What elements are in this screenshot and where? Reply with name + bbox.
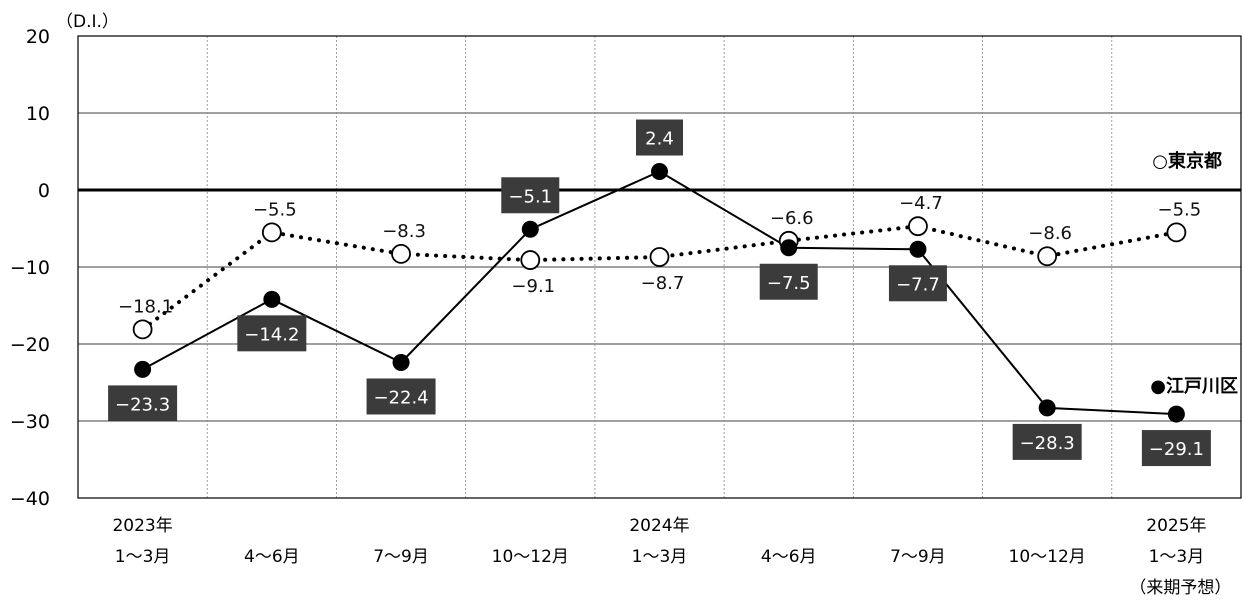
data-label-tokyo: −6.6: [770, 208, 814, 229]
data-label-tokyo: −9.1: [511, 276, 555, 297]
point-edogawa: [780, 239, 798, 257]
x-year-label: 2025年: [1146, 516, 1206, 536]
y-tick-label: 20: [26, 26, 50, 48]
data-label-layer: −18.1 −5.5 −8.3 −9.1 −8.7 −6.6 −4.7 −8.6 −5.5 −23…: [108, 119, 1211, 467]
data-label-edogawa: 2.4: [645, 129, 674, 150]
point-edogawa: [521, 220, 539, 238]
legend-tokyo: ○東京都: [1152, 150, 1222, 172]
x-period-label: 10～12月: [492, 547, 569, 567]
y-tick-label: 10: [26, 103, 50, 125]
point-edogawa: [1038, 399, 1056, 417]
point-tokyo: [261, 222, 282, 243]
point-tokyo: [908, 216, 928, 237]
point-edogawa: [392, 353, 410, 371]
point-edogawa: [134, 360, 152, 378]
x-period-label: 7～9月: [373, 547, 429, 567]
plot-frame: [77, 35, 1242, 499]
data-label-edogawa: −22.4: [373, 387, 428, 408]
data-label-edogawa: −14.2: [244, 324, 299, 345]
y-tick-label: −40: [10, 488, 50, 510]
point-edogawa: [909, 240, 927, 258]
data-label-edogawa: −5.1: [508, 186, 552, 207]
point-tokyo: [391, 244, 411, 264]
data-label-tokyo: −18.1: [118, 296, 173, 317]
data-label-edogawa: −7.5: [767, 273, 811, 294]
legend-layer: ○東京都 ●江戸川区: [1150, 150, 1238, 397]
data-label-box-edogawa: [636, 119, 683, 156]
data-label-tokyo: −8.7: [641, 273, 685, 294]
x-period-label: 4～6月: [761, 547, 817, 567]
data-label-box-edogawa: [501, 177, 560, 214]
point-tokyo: [132, 319, 153, 340]
x-period-label: 10～12月: [1009, 547, 1086, 567]
data-label-box-edogawa: [1141, 430, 1211, 467]
data-label-tokyo: −5.5: [1158, 199, 1202, 220]
point-edogawa: [1167, 405, 1185, 423]
point-tokyo: [520, 250, 541, 270]
data-label-edogawa: −23.3: [115, 394, 170, 415]
data-label-box-edogawa: [1012, 423, 1082, 460]
x-period-label: 1～3月: [115, 547, 171, 567]
data-label-tokyo: −4.7: [899, 193, 943, 214]
data-label-tokyo: −8.6: [1028, 223, 1072, 244]
y-tick-label: −30: [10, 411, 50, 433]
axis-layer: 20 10 0 −10 −20 −30 −40 （D.I.） 2023年 1～3月 4～6月 7～9月…: [10, 12, 1242, 598]
data-label-box-edogawa: [888, 265, 947, 302]
x-note-label: （来期予想）: [1129, 578, 1231, 598]
point-tokyo: [1166, 222, 1187, 243]
data-label-edogawa: −28.3: [1020, 433, 1075, 454]
data-label-edogawa: −7.7: [896, 274, 940, 295]
data-label-box-edogawa: [366, 378, 436, 415]
point-edogawa: [651, 163, 668, 181]
x-period-label: 1～3月: [1149, 547, 1205, 567]
data-label-box-edogawa: [108, 385, 178, 422]
y-tick-label: −10: [10, 257, 50, 279]
x-year-label: 2023年: [112, 516, 172, 536]
legend-edogawa: ●江戸川区: [1150, 376, 1238, 397]
point-tokyo: [649, 247, 670, 267]
data-label-tokyo: −5.5: [253, 199, 297, 220]
x-year-label: 2024年: [629, 516, 689, 536]
y-tick-label: 0: [38, 180, 50, 202]
x-period-label: 7～9月: [890, 547, 946, 567]
point-tokyo: [1037, 246, 1058, 267]
data-label-tokyo: −8.3: [382, 221, 426, 242]
x-period-label: 4～6月: [244, 547, 300, 567]
unit-label: （D.I.）: [56, 12, 119, 32]
data-label-box-edogawa: [237, 315, 307, 352]
point-edogawa: [263, 290, 281, 308]
data-label-box-edogawa: [759, 263, 818, 300]
series-line-tokyo: [140, 224, 1179, 332]
series-layer: [132, 163, 1187, 423]
x-period-label: 1～3月: [632, 547, 688, 567]
y-tick-label: −20: [10, 334, 50, 356]
data-label-edogawa: −29.1: [1149, 439, 1204, 460]
